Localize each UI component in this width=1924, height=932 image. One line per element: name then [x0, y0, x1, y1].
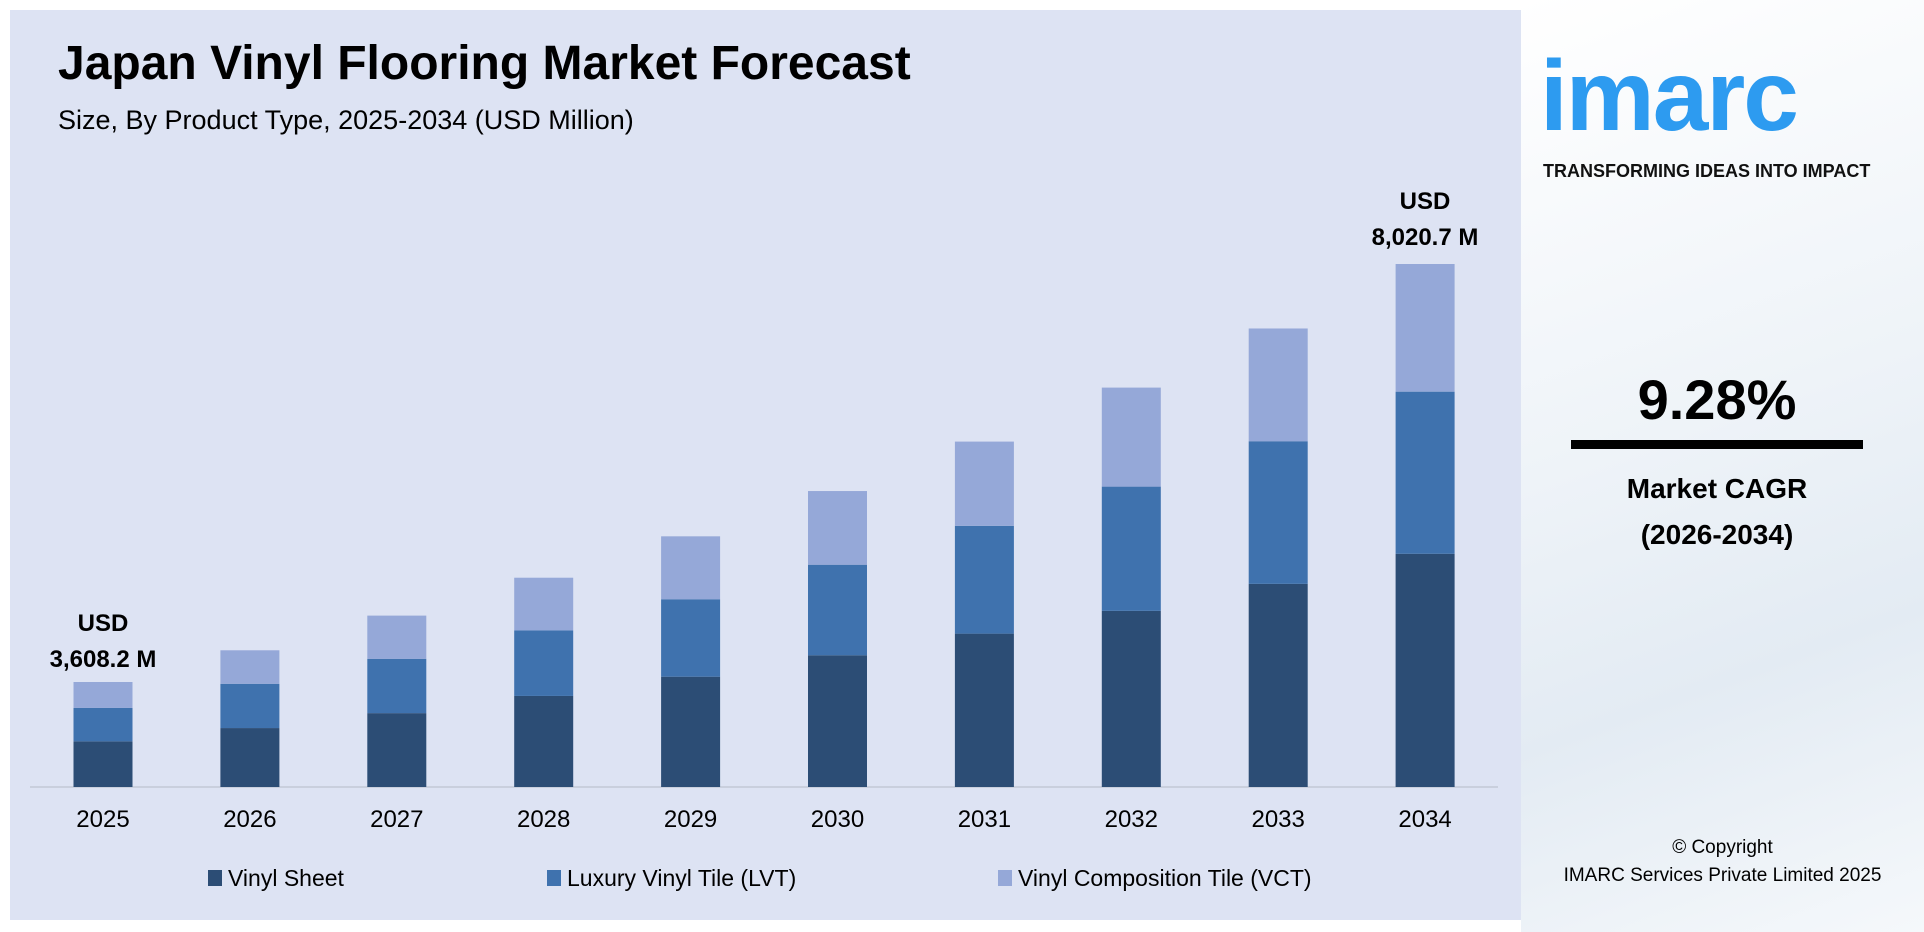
- first-bar-label: USD 3,608.2 M: [23, 606, 183, 678]
- legend-swatch: [998, 870, 1012, 886]
- cagr-label: Market CAGR: [1626, 473, 1808, 504]
- legend-item-lvt: Luxury Vinyl Tile (LVT): [547, 864, 796, 892]
- legend-item-vct: Vinyl Composition Tile (VCT): [998, 864, 1312, 892]
- x-tick-label: 2026: [223, 806, 277, 833]
- bar-segment-2031-2: [954, 441, 1014, 526]
- chart-title: Japan Vinyl Flooring Market Forecast: [58, 37, 911, 90]
- x-tick-label: 2034: [1398, 806, 1452, 833]
- last-bar-label: USD 8,020.7 M: [1345, 184, 1505, 256]
- bar-segment-2033-2: [1248, 328, 1308, 442]
- bar-segment-2032-2: [1101, 387, 1161, 487]
- legend-label: Vinyl Sheet: [228, 865, 344, 891]
- bar-segment-2026-1: [220, 683, 280, 729]
- cagr-label-block: Market CAGR (2026-2034): [1571, 466, 1863, 558]
- bar-segment-2029-0: [661, 676, 721, 787]
- first-label-value: 3,608.2 M: [49, 646, 157, 673]
- bar-segment-2029-1: [661, 599, 721, 677]
- legend-item-vinyl-sheet: Vinyl Sheet: [208, 864, 344, 892]
- bar-plot: [30, 264, 1498, 788]
- x-tick-label: 2033: [1251, 806, 1305, 833]
- brand-tagline: TRANSFORMING IDEAS INTO IMPACT: [1543, 161, 1871, 181]
- cagr-value: 9.28%: [1637, 368, 1797, 431]
- x-tick-label: 2031: [957, 806, 1012, 833]
- bar-segment-2033-0: [1248, 583, 1308, 787]
- bar-segment-2034-1: [1395, 391, 1455, 554]
- side-panel: [1521, 0, 1924, 932]
- bar-segment-2032-1: [1101, 486, 1161, 611]
- bar-segment-2033-1: [1248, 441, 1308, 584]
- copyright: © Copyright IMARC Services Private Limit…: [1521, 834, 1924, 890]
- bar-segment-2034-0: [1395, 553, 1455, 787]
- x-tick-label: 2030: [810, 806, 865, 833]
- copyright-owner: IMARC Services Private Limited 2025: [1563, 865, 1882, 886]
- last-label-value: 8,020.7 M: [1371, 224, 1479, 251]
- bar-segment-2028-0: [514, 695, 574, 787]
- bar-segment-2027-2: [367, 615, 427, 659]
- legend-swatch: [547, 870, 561, 886]
- bar-segment-2028-2: [514, 577, 574, 631]
- bar-segment-2029-2: [661, 536, 721, 600]
- cagr-divider: [1571, 440, 1863, 449]
- bar-segment-2034-2: [1395, 264, 1455, 392]
- bar-segment-2025-0: [73, 741, 133, 787]
- bar-segment-2028-1: [514, 630, 574, 696]
- chart-subtitle: Size, By Product Type, 2025-2034 (USD Mi…: [58, 105, 634, 135]
- bar-segment-2031-0: [954, 633, 1014, 787]
- bar-segment-2027-0: [367, 713, 427, 787]
- bar-segment-2030-2: [808, 491, 867, 565]
- bar-segment-2031-1: [954, 525, 1014, 634]
- legend-label: Vinyl Composition Tile (VCT): [1018, 865, 1312, 891]
- first-label-currency: USD: [77, 610, 129, 637]
- x-tick-label: 2029: [663, 806, 718, 833]
- bar-segment-2030-0: [808, 655, 867, 787]
- imarc-logo: imarc: [1540, 40, 1799, 152]
- x-tick-label: 2027: [370, 806, 424, 833]
- x-tick-label: 2025: [76, 806, 130, 833]
- cagr-period: (2026-2034): [1640, 519, 1794, 550]
- last-label-currency: USD: [1399, 188, 1451, 215]
- bar-segment-2025-2: [73, 682, 133, 708]
- legend-label: Luxury Vinyl Tile (LVT): [567, 865, 797, 891]
- legend-swatch: [208, 870, 222, 886]
- bar-segment-2027-1: [367, 658, 427, 714]
- x-tick-label: 2032: [1104, 806, 1158, 833]
- x-tick-label: 2028: [516, 806, 571, 833]
- bar-segment-2030-1: [808, 564, 867, 656]
- bar-segment-2026-0: [220, 728, 280, 787]
- bar-segment-2026-2: [220, 650, 280, 684]
- bar-segment-2025-1: [73, 707, 133, 742]
- bar-segment-2032-0: [1101, 610, 1161, 787]
- copyright-line: © Copyright: [1672, 837, 1773, 858]
